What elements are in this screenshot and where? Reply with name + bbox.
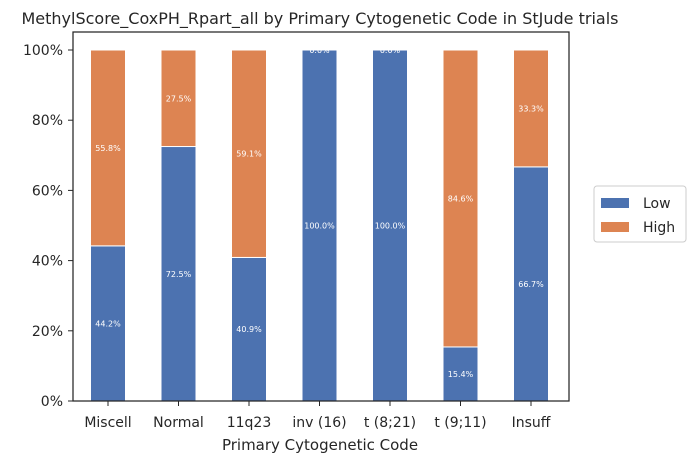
x-axis-label: Primary Cytogenetic Code	[222, 436, 418, 454]
x-tick-label: Miscell	[84, 415, 131, 431]
bar-value-label: 40.9%	[236, 325, 262, 334]
bar-high-0	[90, 49, 126, 247]
x-axis: Miscell Normal 11q23 inv (16) t (8;21) t (9;1…	[84, 401, 551, 431]
legend-label-high: High	[643, 220, 675, 236]
y-tick-label: 80%	[32, 113, 63, 129]
y-tick-label: 100%	[23, 43, 63, 59]
bar-value-label: 59.1%	[236, 150, 262, 159]
x-tick-label: Insuff	[512, 415, 551, 431]
bar-high-6	[513, 49, 549, 168]
bar-value-label: 0.0%	[380, 46, 401, 55]
legend-swatch-low	[601, 198, 629, 208]
legend: Low High	[593, 185, 687, 243]
bar-value-label: 0.0%	[309, 46, 330, 55]
bar-high-5	[442, 49, 479, 348]
bar-high-2	[231, 49, 267, 258]
legend-swatch-high	[601, 222, 629, 232]
legend-label-low: Low	[643, 196, 671, 212]
bar-value-label: 66.7%	[518, 280, 544, 289]
bar-value-label: 100.0%	[375, 222, 406, 231]
bar-value-label: 15.4%	[448, 370, 474, 379]
x-tick-label: 11q23	[227, 415, 272, 431]
x-tick-label: t (8;21)	[364, 415, 416, 431]
bar-value-label: 72.5%	[166, 270, 192, 279]
y-tick-label: 20%	[32, 324, 63, 340]
plot-frame	[72, 31, 570, 402]
bar-value-label: 100.0%	[304, 222, 335, 231]
bar-low-4	[372, 49, 408, 402]
bar-value-label: 84.6%	[448, 194, 474, 203]
bar-low-6	[513, 166, 549, 402]
x-tick-label: inv (16)	[292, 415, 346, 431]
y-tick-label: 0%	[41, 394, 63, 410]
bar-low-0	[90, 245, 126, 402]
y-axis: 0% 20% 40% 60% 80% 100%	[23, 43, 73, 410]
bar-value-label: 33.3%	[518, 104, 544, 113]
chart-title: MethylScore_CoxPH_Rpart_all by Primary C…	[21, 9, 618, 29]
bar-value-label: 55.8%	[95, 144, 121, 153]
x-tick-label: Normal	[153, 415, 204, 431]
bar-value-label: 27.5%	[166, 94, 192, 103]
y-tick-label: 60%	[32, 183, 63, 199]
x-tick-label: t (9;11)	[434, 415, 486, 431]
plot-area: 44.2% 55.8% 72.5% 27.5% 40.9% 59.1% 100.0% 0.0%…	[90, 46, 549, 402]
bar-value-label: 44.2%	[95, 319, 121, 328]
bar-high-1	[160, 49, 197, 148]
y-tick-label: 40%	[32, 254, 63, 270]
